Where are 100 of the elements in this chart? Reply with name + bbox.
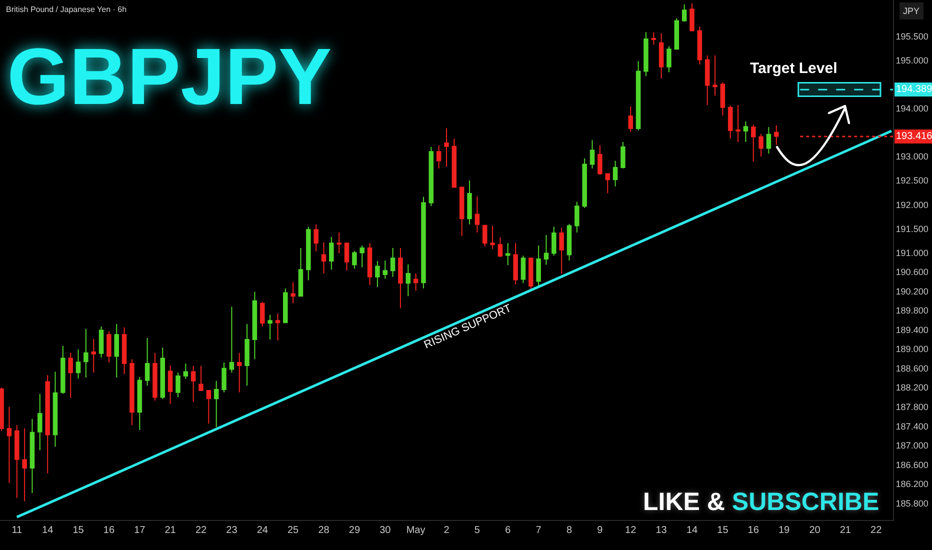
candlestick	[774, 124, 779, 146]
candlestick	[536, 245, 541, 288]
candlestick	[620, 142, 626, 170]
candlestick	[520, 255, 526, 284]
x-tick-label: 11	[12, 525, 23, 536]
candlestick	[314, 224, 318, 252]
candlestick	[612, 160, 618, 187]
candlestick	[552, 226, 556, 256]
candlestick	[360, 245, 364, 268]
candlestick	[268, 314, 272, 340]
y-tick-label: 188.200	[896, 382, 928, 393]
candlestick	[406, 264, 411, 297]
candlestick	[352, 250, 357, 270]
x-tick-label: 22	[195, 525, 207, 536]
candlestick	[14, 424, 20, 498]
y-tick-label: 187.000	[896, 440, 928, 451]
candlestick	[398, 247, 403, 309]
candlestick	[544, 234, 549, 266]
candlestick	[38, 393, 42, 451]
candlestick	[743, 120, 748, 143]
candlestick	[30, 418, 35, 494]
y-tick-label: 189.800	[896, 306, 928, 316]
x-tick-label: 14	[686, 525, 698, 536]
candlestick	[605, 173, 610, 194]
y-tick-label: 192.000	[896, 200, 928, 210]
candlestick	[0, 387, 4, 432]
candlestick	[229, 306, 234, 374]
candlestick	[528, 258, 534, 291]
candlestick	[482, 224, 488, 248]
y-tick-label: 191.000	[896, 248, 928, 258]
candlestick	[566, 223, 572, 261]
annotation: LIKE & SUBSCRIBE	[643, 488, 880, 516]
candlestick	[76, 349, 81, 379]
y-tick-label: 185.800	[896, 498, 928, 508]
y-tick-label: 190.200	[896, 286, 928, 296]
candlestick	[590, 140, 595, 170]
candlestick	[329, 236, 334, 270]
x-tick-label: 21	[164, 525, 176, 536]
x-tick-label: 5	[474, 525, 480, 536]
x-tick-label: 23	[226, 525, 238, 536]
candlestick	[644, 32, 648, 77]
candlestick	[674, 18, 680, 50]
candlestick	[428, 146, 434, 207]
candlestick	[651, 32, 656, 46]
candlestick	[222, 362, 226, 393]
x-tick-label: 12	[625, 525, 637, 536]
candlestick	[68, 352, 73, 398]
x-tick-label: 13	[656, 525, 668, 536]
y-tick-label: 188.600	[896, 363, 928, 374]
y-tick-label: 186.600	[896, 460, 928, 470]
candlestick	[459, 186, 464, 236]
candlestick	[106, 330, 112, 364]
candlestick	[690, 2, 694, 32]
candlestick	[344, 242, 350, 272]
y-axis-title: JPY	[903, 6, 920, 16]
x-tick-label: 25	[287, 525, 300, 536]
candlestick	[758, 133, 764, 157]
x-tick-label: 29	[348, 525, 360, 536]
x-tick-label: 6	[505, 525, 512, 536]
candlestick	[176, 372, 180, 398]
candlestick	[298, 247, 304, 298]
candlestick	[160, 347, 166, 400]
candlestick	[198, 365, 204, 391]
x-tick-label: 15	[717, 525, 729, 536]
y-tick-label: 189.400	[896, 324, 928, 335]
candlestick	[84, 328, 88, 378]
x-tick-label: 15	[72, 525, 84, 536]
band-label: Target Level	[750, 60, 838, 77]
candlestick	[712, 54, 718, 96]
candlestick	[452, 138, 457, 188]
candlestick	[283, 288, 288, 324]
candlestick	[628, 106, 633, 132]
candlestick	[682, 4, 687, 22]
candlestick	[122, 326, 127, 375]
candlestick	[168, 364, 173, 404]
candlestick	[513, 242, 518, 286]
x-tick-label: 19	[778, 525, 790, 536]
candlestick	[98, 326, 104, 358]
candlestick	[190, 365, 196, 403]
x-tick-label: 20	[809, 525, 821, 536]
candlestick	[697, 26, 702, 66]
candlestick	[290, 282, 296, 304]
x-tick-label: 22	[870, 525, 882, 536]
candlestick	[421, 196, 426, 289]
y-tick-label: 193.000	[896, 152, 928, 162]
candlestick	[214, 380, 219, 428]
ref-line-label: 193.416	[896, 131, 932, 142]
candlestick	[474, 196, 480, 234]
candlestick	[498, 236, 503, 258]
candlestick	[367, 242, 372, 286]
candlestick	[206, 390, 212, 424]
x-tick-label: 24	[256, 525, 268, 536]
x-tick-label: 28	[318, 525, 330, 536]
candlestick	[436, 144, 442, 170]
candlestick	[390, 247, 396, 278]
text: British Pound / Japanese Yen · 6h	[6, 5, 127, 14]
candlestick	[728, 104, 733, 140]
ref-line-label: 194.389	[896, 84, 932, 95]
candlestick	[336, 232, 342, 254]
x-tick-label: 21	[840, 525, 852, 536]
